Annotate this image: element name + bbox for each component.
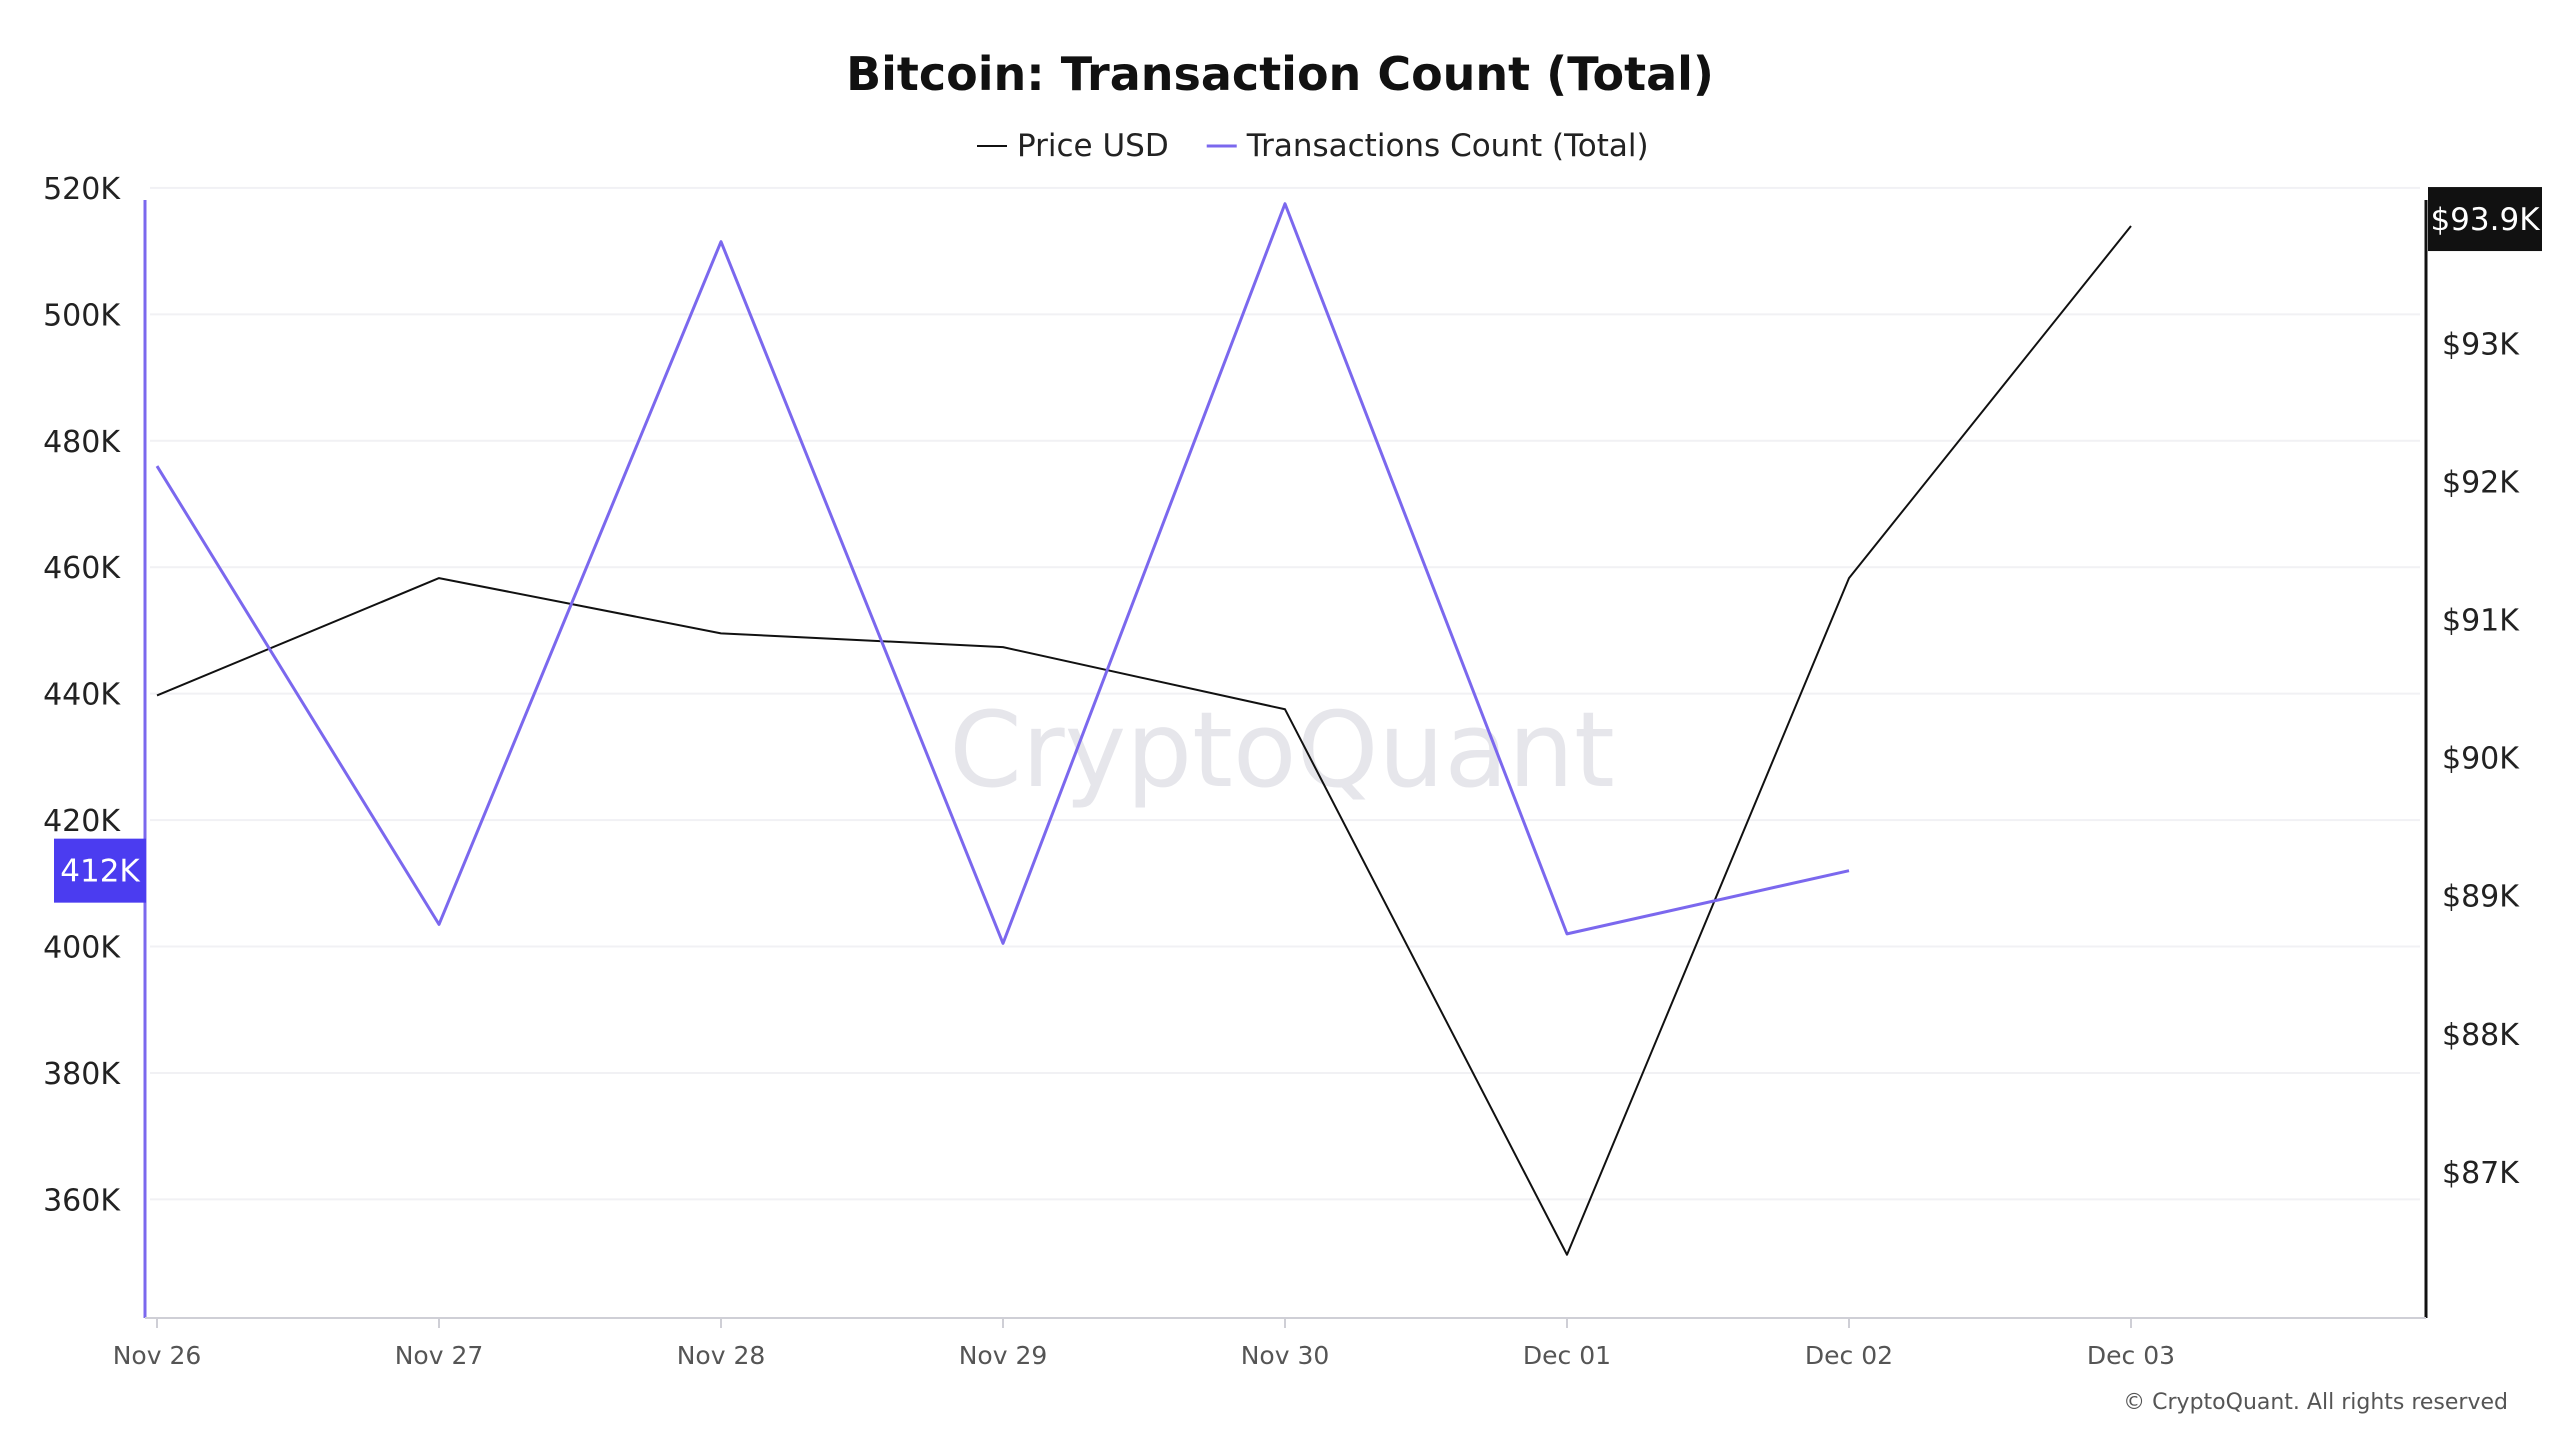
left-tick-label: 360K [43,1183,121,1218]
right-tick-label: $90K [2442,742,2520,777]
x-tick-label: Nov 30 [1241,1341,1330,1370]
left-tick-label: 440K [43,678,121,713]
right-tick-label: $93K [2442,327,2520,362]
right-tick-label: $91K [2442,604,2520,639]
left-value-badge [54,838,146,903]
left-tick-label: 480K [43,425,121,460]
x-tick-label: Dec 02 [1805,1341,1893,1370]
right-tick-label: $92K [2442,465,2520,500]
left-axis-ticks: 360K 380K 400K 420K 440K 460K 480K 500K 520K [43,172,121,1218]
chart-title: Bitcoin: Transaction Count (Total) [846,47,1714,101]
left-value-badge-label: 412K [60,854,140,890]
series-line-price-usd [156,225,2132,1256]
legend-item-price-usd[interactable]: Price USD [977,128,1169,164]
left-tick-label: 420K [43,804,121,839]
right-value-badge-label: $93.9K [2430,202,2540,238]
value-badges: 412K $93.9K [54,187,2542,903]
legend-label: Transactions Count (Total) [1246,128,1649,164]
left-tick-label: 500K [43,298,121,333]
right-value-badge [2428,187,2542,252]
x-tick-label: Nov 28 [677,1341,766,1370]
legend-label: Price USD [1017,128,1169,164]
right-axis-ticks: $87K $88K $89K $90K $91K $92K $93K [2442,327,2520,1191]
gridlines [150,186,2420,1201]
left-tick-label: 520K [43,172,121,207]
x-tick-label: Nov 29 [959,1341,1048,1370]
x-tick-label: Nov 26 [113,1341,202,1370]
legend-item-transactions-count[interactable]: Transactions Count (Total) [1206,128,1649,164]
right-tick-label: $89K [2442,880,2520,915]
watermark: CryptoQuant [949,689,1615,811]
left-tick-label: 380K [43,1057,121,1092]
x-tick-label: Nov 27 [395,1341,484,1370]
left-tick-label: 460K [43,551,121,586]
series-line-transactions-count [155,202,1850,945]
x-tick-label: Dec 01 [1523,1341,1611,1370]
x-axis-ticks: Nov 26 Nov 27 Nov 28 Nov 29 Nov 30 Dec 01 Dec … [113,1318,2175,1370]
right-tick-label: $88K [2442,1018,2520,1053]
copyright-text: © CryptoQuant. All rights reserved [2123,1390,2508,1415]
right-tick-label: $87K [2442,1156,2520,1191]
x-tick-label: Dec 03 [2087,1341,2175,1370]
left-tick-label: 400K [43,931,121,966]
series-lines [155,202,2132,1256]
legend[interactable]: Price USD Transactions Count (Total) [977,128,1649,164]
